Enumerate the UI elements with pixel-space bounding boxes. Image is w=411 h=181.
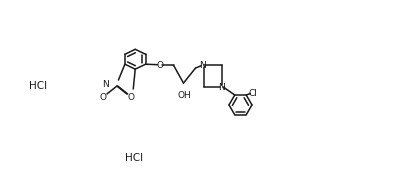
Text: O: O [156, 61, 163, 70]
Text: O: O [99, 93, 106, 102]
Text: HCl: HCl [29, 81, 47, 91]
Text: N: N [199, 61, 206, 70]
Text: N: N [103, 80, 109, 89]
Text: N: N [218, 83, 225, 92]
Text: O: O [127, 93, 134, 102]
Text: Cl: Cl [248, 89, 257, 98]
Text: OH: OH [177, 91, 191, 100]
Text: HCl: HCl [125, 153, 143, 163]
